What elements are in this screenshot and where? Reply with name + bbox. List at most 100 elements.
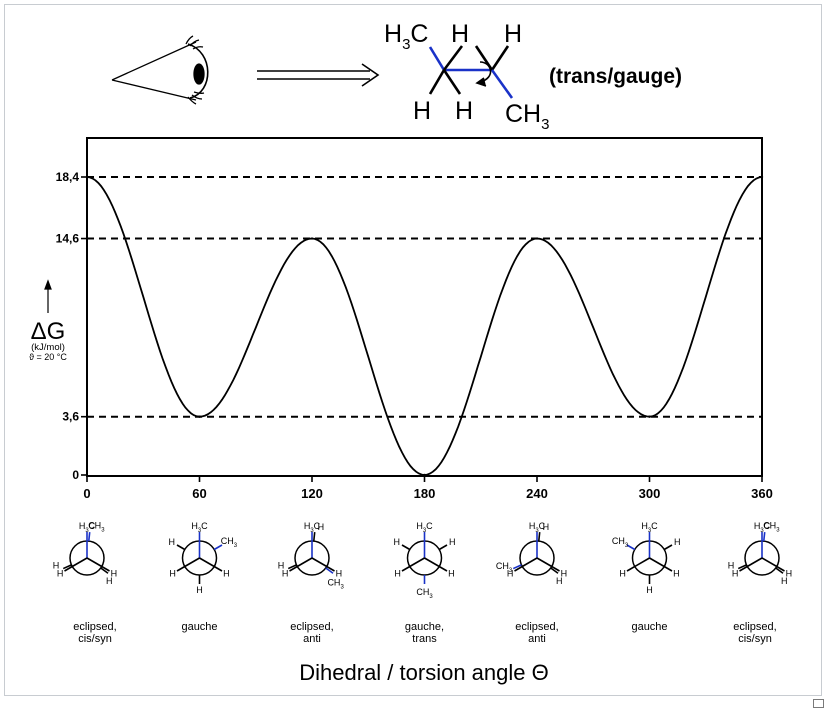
data-point [535,237,539,240]
data-point [423,473,426,477]
newman-bond [213,544,223,551]
newman-atom-label: H3C [79,521,96,534]
newman-atom-label: H [449,537,456,547]
conformation-label: anti [528,633,546,645]
conformation-label: eclipsed, [733,621,776,633]
newman-atom-label: CH3 [496,561,513,574]
x-axis-label: Dihedral / torsion angle Θ [299,660,548,685]
newman-bond [536,557,560,572]
conformation-label: gauche, [405,621,444,633]
conformation-label: eclipsed, [290,621,333,633]
conformation-label: gauche [181,621,217,633]
newman-bond [550,567,559,574]
newman-bond [424,557,448,572]
x-tick-label: 360 [751,486,773,501]
newman-bond [401,544,411,551]
newman-bond [537,532,541,542]
newman-atom-label: H [394,569,401,579]
y-axis-condition: ϑ = 20 °C [29,352,67,362]
newman-bond [311,557,335,572]
reference-lines [87,176,762,418]
newman-atom-label: H [561,569,568,579]
newman-atom-label: H [786,569,793,579]
newman-atom-label: H [543,522,550,532]
y-axis-ticks: 0 3,6 14,6 18,4 [56,170,87,482]
newman-atom-label: H3C [641,521,658,534]
newman-atom-label: H [111,569,118,579]
newman-bond [100,567,109,574]
conformation-label: trans [412,633,437,645]
newman-atom-label: CH3 [763,520,780,533]
conformation-label: anti [303,633,321,645]
newman-atom-label: H [318,522,325,532]
newman-atom-label: H3C [754,521,771,534]
newman-atom-label: H [336,569,343,579]
x-tick-label: 60 [192,486,206,501]
eye-icon [111,35,209,105]
newman-atom-label: H [646,585,653,595]
newman-atom-label: CH3 [416,587,433,600]
newman-bond [86,557,110,572]
expand-icon[interactable] [813,699,824,708]
newman-bond [626,557,650,572]
newman-atom-label: H [781,576,788,586]
newman-bond [64,557,88,572]
methyl-left-label: H3C [384,20,428,53]
newman-atom-label: H [282,569,289,579]
y-tick-label: 18,4 [56,170,80,184]
newman-atom-label: H [223,569,230,579]
newman-atom-label: H [169,537,176,547]
header-caption: (trans/gauge) [549,65,682,88]
newman-bond [401,557,425,572]
newman-atom-label: H [169,569,176,579]
data-point [85,175,89,179]
methyl-right-label: CH3 [505,100,549,133]
newman-bond [737,564,747,570]
newman-atom-label: H [448,569,455,579]
newman-bond [87,532,91,542]
newman-bond [775,567,784,574]
newman-atom-label: CH3 [88,520,105,533]
newman-atom-label: H [619,569,626,579]
data-point [198,415,201,418]
newman-bond [512,564,522,570]
newman-bond [289,557,313,572]
newman-atom-label: H3C [416,521,433,534]
newman-bond [312,532,316,542]
energy-curve-line [86,176,763,476]
newman-atom-label: H [673,569,680,579]
y-axis-arrow [44,279,52,313]
data-point [648,415,651,418]
x-tick-label: 240 [526,486,548,501]
newman-bond [514,557,538,572]
newman-bond [761,557,785,572]
y-tick-label: 0 [72,468,79,482]
newman-atom-label: H [732,569,739,579]
y-tick-label: 14,6 [56,232,80,246]
conformation-label: eclipsed, [73,621,116,633]
data-point [760,175,764,179]
newman-atom-label: H [278,561,285,571]
newman-bond [663,544,673,551]
newman-bond [325,567,334,574]
newman-bond [762,532,766,542]
newman-bond [62,564,72,570]
newman-atom-label: H [53,561,60,571]
conformation-label: cis/syn [78,633,112,645]
data-point [310,237,314,240]
newman-atom-label: CH3 [327,577,344,590]
y-axis-symbol: ΔG [31,318,66,345]
newman-atom-label: CH3 [612,536,629,549]
h-top-mid-label: H [451,20,469,48]
newman-bond [739,557,763,572]
